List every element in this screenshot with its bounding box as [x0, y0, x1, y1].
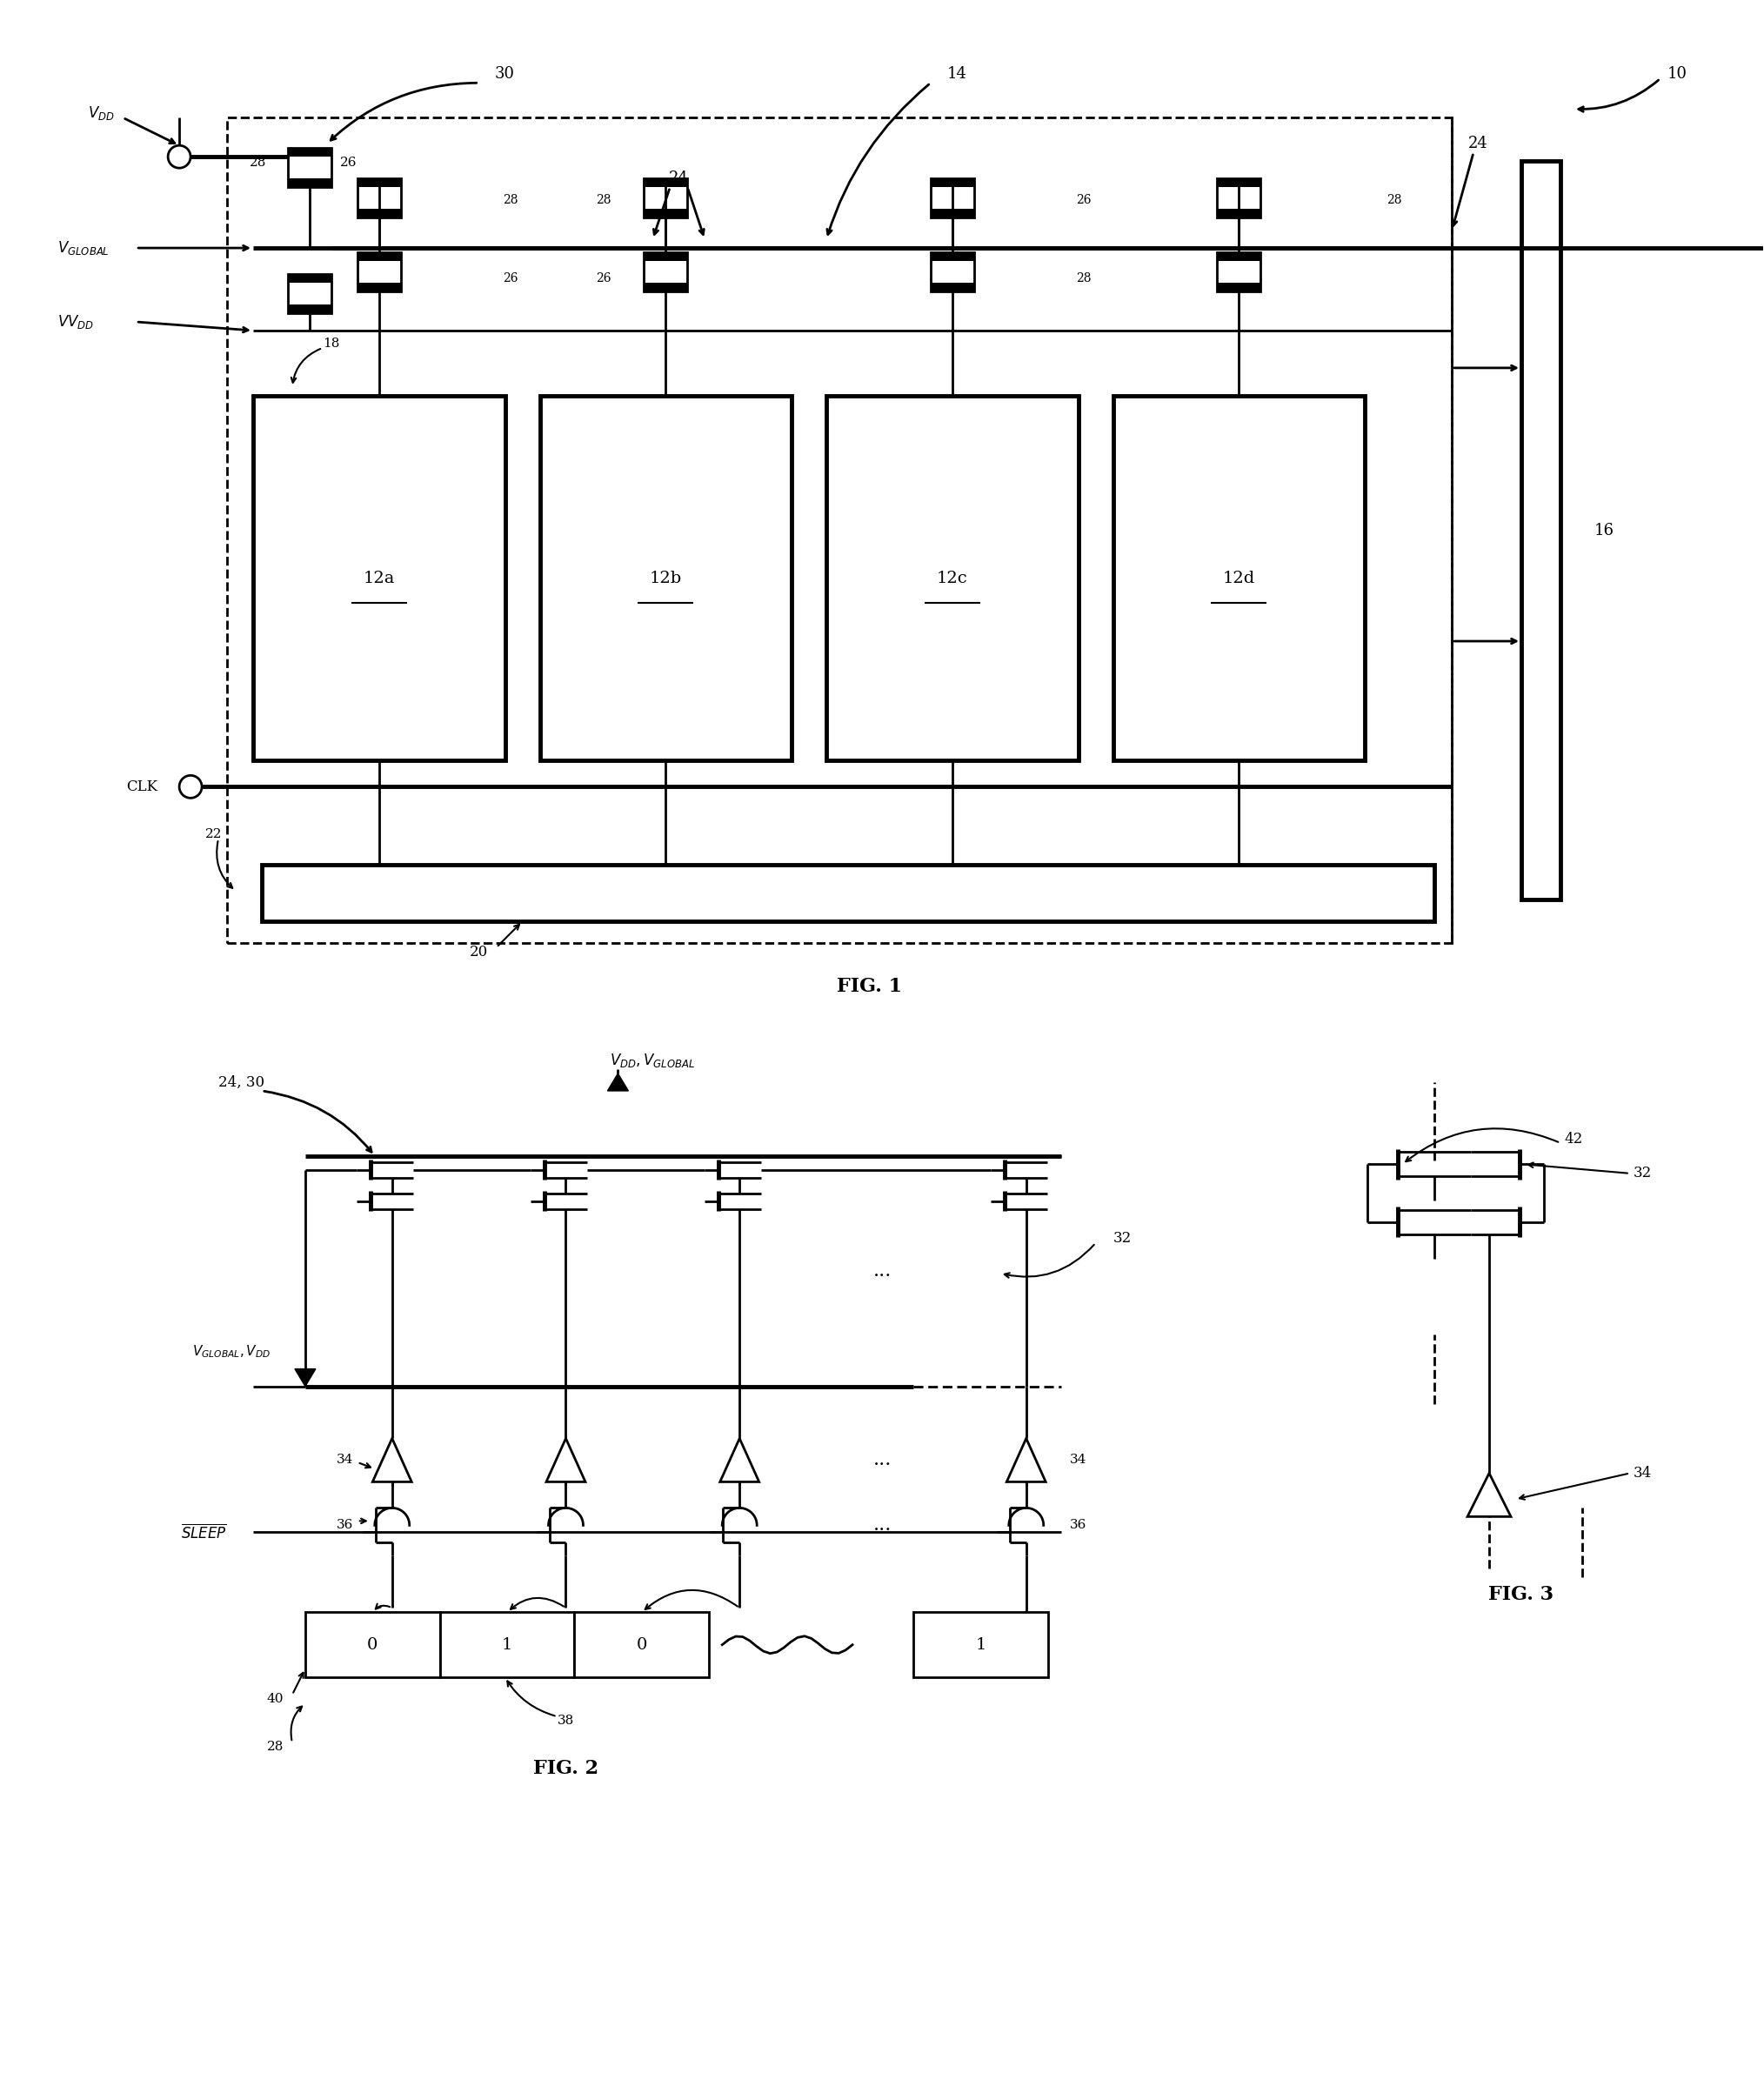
Bar	[1217, 179, 1261, 187]
Text: 28: 28	[1076, 273, 1092, 284]
Text: 30: 30	[496, 67, 515, 82]
Bar	[358, 210, 400, 218]
Text: 0: 0	[367, 1636, 377, 1653]
Bar	[931, 210, 974, 218]
Bar	[358, 284, 400, 292]
Bar	[305, 1613, 439, 1678]
Text: 28: 28	[266, 1741, 284, 1753]
Text: FIG. 3: FIG. 3	[1489, 1586, 1554, 1604]
Bar	[1217, 252, 1261, 260]
Text: 32: 32	[1633, 1166, 1653, 1180]
Bar	[644, 179, 688, 187]
Text: 36: 36	[1069, 1518, 1087, 1531]
Text: 32: 32	[1113, 1231, 1131, 1245]
Text: $V_{GLOBAL}, V_{DD}$: $V_{GLOBAL}, V_{DD}$	[192, 1344, 272, 1359]
Bar	[575, 1613, 709, 1678]
Text: 34: 34	[337, 1453, 353, 1466]
Text: 28: 28	[249, 157, 266, 168]
Polygon shape	[295, 1369, 316, 1386]
Bar	[288, 275, 332, 284]
Bar	[228, 118, 1452, 943]
Text: 34: 34	[1633, 1466, 1653, 1480]
Text: 38: 38	[557, 1716, 575, 1726]
Bar	[644, 179, 688, 218]
Bar	[252, 395, 505, 760]
Polygon shape	[372, 1438, 411, 1483]
Text: 20: 20	[469, 945, 489, 960]
Text: 12c: 12c	[937, 571, 968, 586]
Bar	[358, 252, 400, 292]
Text: 26: 26	[1076, 193, 1092, 206]
Bar	[1217, 210, 1261, 218]
Text: 12b: 12b	[649, 571, 683, 586]
Bar	[261, 865, 1434, 922]
Bar	[931, 179, 974, 187]
Bar	[931, 284, 974, 292]
Bar	[288, 149, 332, 187]
Text: 40: 40	[266, 1693, 284, 1705]
Text: 36: 36	[337, 1518, 353, 1531]
Bar	[644, 210, 688, 218]
Text: 18: 18	[323, 338, 339, 351]
Text: CLK: CLK	[127, 779, 157, 794]
Text: $V_{GLOBAL}$: $V_{GLOBAL}$	[58, 239, 109, 256]
Text: 1: 1	[975, 1636, 986, 1653]
Text: FIG. 1: FIG. 1	[838, 976, 903, 995]
Text: 22: 22	[205, 827, 222, 840]
Bar	[439, 1613, 575, 1678]
Text: 28: 28	[1387, 193, 1402, 206]
Polygon shape	[1468, 1474, 1512, 1516]
Text: 26: 26	[503, 273, 519, 284]
Text: $\overline{SLEEP}$: $\overline{SLEEP}$	[182, 1522, 228, 1541]
Bar	[931, 252, 974, 292]
Bar	[1217, 284, 1261, 292]
Text: 24: 24	[1468, 136, 1487, 151]
Text: 1: 1	[501, 1636, 513, 1653]
Bar	[1217, 179, 1261, 218]
Bar	[288, 304, 332, 313]
Text: $V_{DD}, V_{GLOBAL}$: $V_{DD}, V_{GLOBAL}$	[610, 1052, 695, 1069]
Bar	[1217, 252, 1261, 292]
Bar	[914, 1613, 1048, 1678]
Text: 28: 28	[503, 193, 519, 206]
Text: $V_{DD}$: $V_{DD}$	[88, 105, 115, 122]
Text: 24: 24	[669, 170, 688, 187]
Bar	[358, 179, 400, 218]
Bar	[644, 252, 688, 260]
Polygon shape	[1007, 1438, 1046, 1483]
Text: 12a: 12a	[363, 571, 395, 586]
Bar	[288, 149, 332, 157]
Polygon shape	[720, 1438, 759, 1483]
Bar	[644, 252, 688, 292]
Text: 24, 30: 24, 30	[219, 1075, 265, 1090]
Text: ...: ...	[873, 1516, 893, 1535]
Text: 0: 0	[637, 1636, 647, 1653]
Bar	[931, 252, 974, 260]
Text: 26: 26	[340, 157, 356, 168]
Text: $VV_{DD}$: $VV_{DD}$	[58, 313, 93, 330]
Text: ...: ...	[873, 1262, 893, 1281]
Bar	[644, 284, 688, 292]
Bar	[358, 179, 400, 187]
Polygon shape	[547, 1438, 586, 1483]
Text: FIG. 2: FIG. 2	[533, 1760, 598, 1779]
Bar	[288, 179, 332, 187]
Bar	[1113, 395, 1365, 760]
Bar	[826, 395, 1078, 760]
Text: 42: 42	[1565, 1132, 1582, 1147]
Bar	[931, 179, 974, 218]
Polygon shape	[607, 1073, 628, 1090]
Text: 14: 14	[947, 67, 967, 82]
Text: 34: 34	[1069, 1453, 1087, 1466]
Bar	[540, 395, 792, 760]
Bar	[358, 252, 400, 260]
Text: ...: ...	[873, 1451, 893, 1470]
Bar	[288, 275, 332, 313]
Text: 12d: 12d	[1222, 571, 1256, 586]
Text: 10: 10	[1667, 67, 1688, 82]
Text: 16: 16	[1595, 523, 1614, 538]
Bar	[1521, 162, 1561, 899]
Text: 28: 28	[596, 193, 612, 206]
Text: 26: 26	[596, 273, 612, 284]
